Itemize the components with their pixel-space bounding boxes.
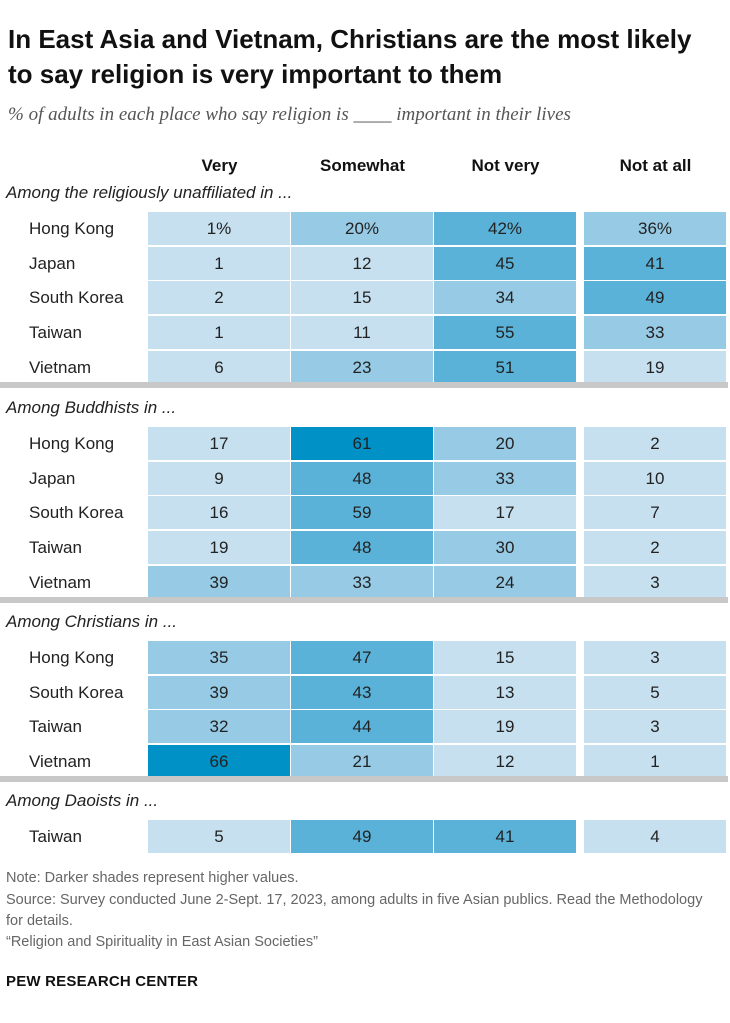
table-cell: 33 [584, 316, 726, 350]
row-label: South Korea [29, 682, 124, 702]
row-label: Taiwan [29, 827, 82, 846]
table-cell: 15 [434, 641, 576, 674]
table-cell: 3 [584, 710, 726, 744]
table-cell: 11 [291, 316, 433, 350]
table-cell: 47 [291, 641, 433, 674]
table-cell: 49 [584, 281, 726, 315]
section-divider [0, 776, 728, 782]
table-cell: 17 [434, 496, 576, 530]
row-label: Vietnam [29, 357, 92, 377]
row-label: Hong Kong [29, 219, 115, 238]
table-cell: 30 [434, 531, 576, 565]
table-cell: 17 [148, 427, 290, 460]
table-cell: 5 [584, 675, 726, 709]
table-cell: 19 [148, 531, 290, 565]
table-cell: 19 [584, 350, 726, 384]
column-header: Very [201, 156, 238, 175]
column-header: Not at all [619, 156, 692, 175]
table-cell: 35 [148, 641, 290, 674]
table-cell: 41 [434, 820, 576, 853]
table-cell: 42% [434, 212, 576, 245]
table-cell: 43 [291, 675, 433, 709]
row-label: Vietnam [29, 752, 92, 772]
table-cell: 21 [291, 745, 433, 779]
row-label: South Korea [29, 288, 124, 308]
brand-logo: PEW RESEARCH CENTER [6, 973, 199, 990]
table-cell: 55 [434, 316, 576, 350]
table-cell: 3 [584, 641, 726, 674]
table-cell: 1 [584, 745, 726, 779]
table-cell: 10 [584, 461, 726, 495]
table-cell: 1 [148, 316, 290, 350]
table-cell: 5 [148, 820, 290, 853]
row-label: Hong Kong [29, 434, 115, 453]
table-cell: 20% [291, 212, 433, 245]
source-text: Source: Survey conducted June 2-Sept. 17… [6, 892, 703, 929]
table-cell: 39 [148, 565, 290, 599]
table-cell: 9 [148, 461, 290, 495]
table-cell: 15 [291, 281, 433, 315]
table-cell: 6 [148, 350, 290, 384]
table-cell: 48 [291, 461, 433, 495]
section-divider [0, 597, 728, 603]
table-cell: 34 [434, 281, 576, 315]
table-cell: 32 [148, 710, 290, 744]
row-label: Japan [29, 253, 76, 273]
row-label: Taiwan [29, 323, 82, 343]
table-cell: 12 [291, 246, 433, 280]
table-cell: 13 [434, 675, 576, 709]
report-title: “Religion and Spirituality in East Asian… [6, 934, 318, 950]
table-cell: 49 [291, 820, 433, 853]
table-cell: 3 [584, 565, 726, 599]
table-cell: 59 [291, 496, 433, 530]
table-cell: 4 [584, 820, 726, 853]
table-cell: 20 [434, 427, 576, 460]
table-cell: 39 [148, 675, 290, 709]
table-cell: 48 [291, 531, 433, 565]
column-header: Somewhat [319, 156, 406, 175]
table-cell: 51 [434, 350, 576, 384]
section-title: Among the religiously unaffiliated in ..… [6, 183, 293, 202]
row-label: Taiwan [29, 717, 82, 737]
table-cell: 44 [291, 710, 433, 744]
chart-title: In East Asia and Vietnam, Christians are… [8, 24, 692, 89]
table-cell: 33 [291, 565, 433, 599]
row-label: Japan [29, 468, 76, 488]
section-title: Among Christians in ... [6, 612, 178, 631]
table-cell: 2 [148, 281, 290, 315]
table-cell: 1% [148, 212, 290, 245]
row-label: Taiwan [29, 538, 82, 558]
table-cell: 61 [291, 427, 433, 460]
table-cell: 16 [148, 496, 290, 530]
table-cell: 7 [584, 496, 726, 530]
chart-subtitle: % of adults in each place who say religi… [8, 104, 571, 125]
table-cell: 45 [434, 246, 576, 280]
table-cell: 2 [584, 427, 726, 460]
table-cell: 12 [434, 745, 576, 779]
table-cell: 41 [584, 246, 726, 280]
table-cell: 1 [148, 246, 290, 280]
row-label: Vietnam [29, 572, 92, 592]
section-divider [0, 382, 728, 388]
table-cell: 66 [148, 745, 290, 779]
column-header: Not very [471, 156, 540, 175]
table-cell: 24 [434, 565, 576, 599]
table-cell: 33 [434, 461, 576, 495]
table-cell: 36% [584, 212, 726, 245]
section-title: Among Daoists in ... [6, 791, 159, 810]
table-cell: 2 [584, 531, 726, 565]
table-cell: 23 [291, 350, 433, 384]
note-text: Note: Darker shades represent higher val… [6, 870, 299, 886]
section-title: Among Buddhists in ... [6, 398, 177, 417]
table-cell: 19 [434, 710, 576, 744]
row-label: South Korea [29, 503, 124, 523]
row-label: Hong Kong [29, 648, 115, 667]
